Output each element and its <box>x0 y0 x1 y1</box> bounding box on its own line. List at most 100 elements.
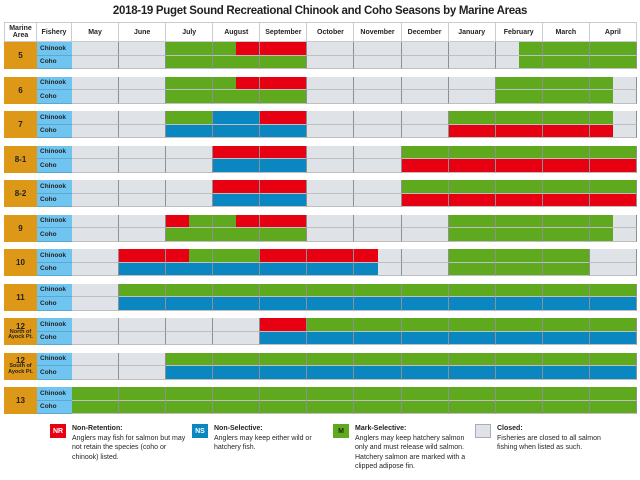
season-segment-S <box>612 366 636 379</box>
season-segment-M <box>189 42 213 55</box>
marine-area-label: 13 <box>4 387 37 414</box>
season-segment-M <box>213 42 237 55</box>
month-cell <box>307 318 355 332</box>
season-segment-C <box>401 124 425 137</box>
header-month-september: September <box>260 23 308 41</box>
season-segment-M <box>213 76 237 89</box>
season-segment-S <box>213 297 237 310</box>
season-segment-C <box>95 55 119 68</box>
month-cell <box>166 180 214 194</box>
month-cell <box>213 76 261 90</box>
month-cell <box>72 180 120 194</box>
fishery-label: Coho <box>37 297 72 311</box>
month-cell <box>260 262 308 276</box>
month-cell <box>542 387 590 401</box>
season-segment-M <box>518 387 542 400</box>
month-cell <box>307 193 355 207</box>
season-segment-N <box>213 180 237 193</box>
month-cell <box>72 387 120 401</box>
season-segment-S <box>166 366 190 379</box>
season-segment-C <box>119 90 143 103</box>
month-cell <box>448 145 496 159</box>
season-segment-N <box>589 193 613 206</box>
season-segment-M <box>189 228 213 241</box>
season-segment-M <box>495 283 519 296</box>
season-segment-M <box>542 387 566 400</box>
header-month-august: August <box>213 23 261 41</box>
header-month-may: May <box>72 23 120 41</box>
season-segment-M <box>495 111 519 124</box>
legend-swatch-C <box>475 424 491 438</box>
month-cell <box>307 111 355 125</box>
season-segment-M <box>471 249 495 262</box>
season-segment-M <box>354 400 378 413</box>
month-cell <box>589 193 637 207</box>
season-segment-C <box>72 297 96 310</box>
month-cell <box>260 249 308 263</box>
marine-area-label: 12 North of Ayock Pt. <box>4 318 37 345</box>
season-segment-C <box>354 214 378 227</box>
month-cell <box>354 76 402 90</box>
season-segment-N <box>330 249 354 262</box>
season-segment-C <box>95 352 119 365</box>
season-segment-C <box>377 214 401 227</box>
season-segment-S <box>260 331 284 344</box>
area-number: 7 <box>18 120 23 129</box>
area-group: 10 Chinook Coho <box>4 249 637 276</box>
season-segment-S <box>495 297 519 310</box>
season-segment-S <box>612 297 636 310</box>
season-segment-N <box>565 124 589 137</box>
month-cell <box>401 297 449 311</box>
month-cell <box>542 55 590 69</box>
header-month-december: December <box>402 23 449 41</box>
season-segment-C <box>471 90 495 103</box>
month-cell <box>542 283 590 297</box>
month-cell <box>119 400 167 414</box>
season-segment-N <box>283 180 307 193</box>
fishery-label: Coho <box>37 193 72 207</box>
season-segment-M <box>495 76 519 89</box>
fishery-rows: Chinook Coho <box>37 318 637 345</box>
month-cell <box>448 55 496 69</box>
month-cell <box>260 283 308 297</box>
season-segment-S <box>236 111 260 124</box>
season-segment-C <box>330 90 354 103</box>
season-segment-M <box>95 400 119 413</box>
season-segment-M <box>330 283 354 296</box>
month-cell <box>448 124 496 138</box>
season-segment-C <box>330 228 354 241</box>
month-cell <box>166 262 214 276</box>
month-cell <box>589 214 637 228</box>
season-segment-C <box>95 193 119 206</box>
fishery-row: Chinook <box>37 249 637 263</box>
season-segment-C <box>189 159 213 172</box>
season-segment-M <box>495 249 519 262</box>
fishery-label: Chinook <box>37 111 72 125</box>
season-segment-C <box>72 180 96 193</box>
season-segment-C <box>354 90 378 103</box>
season-segment-M <box>542 400 566 413</box>
month-cell <box>495 145 543 159</box>
season-segment-M <box>471 180 495 193</box>
season-segment-C <box>95 180 119 193</box>
season-segment-C <box>354 145 378 158</box>
season-segment-M <box>565 76 589 89</box>
season-segment-M <box>589 283 613 296</box>
month-cell <box>401 366 449 380</box>
header-fishery: Fishery <box>37 23 72 41</box>
month-cell <box>542 228 590 242</box>
month-cell <box>589 159 637 173</box>
season-segment-C <box>119 214 143 227</box>
legend-description: Anglers may fish for salmon but may not … <box>72 434 186 461</box>
season-segment-S <box>283 366 307 379</box>
season-segment-C <box>213 331 237 344</box>
month-cell <box>213 331 261 345</box>
season-segment-M <box>260 90 284 103</box>
season-segment-S <box>307 366 331 379</box>
season-segment-M <box>166 42 190 55</box>
month-cell <box>448 318 496 332</box>
fishery-rows: Chinook Coho <box>37 249 637 276</box>
season-segment-C <box>142 55 166 68</box>
season-segment-N <box>518 159 542 172</box>
season-segment-M <box>307 352 331 365</box>
